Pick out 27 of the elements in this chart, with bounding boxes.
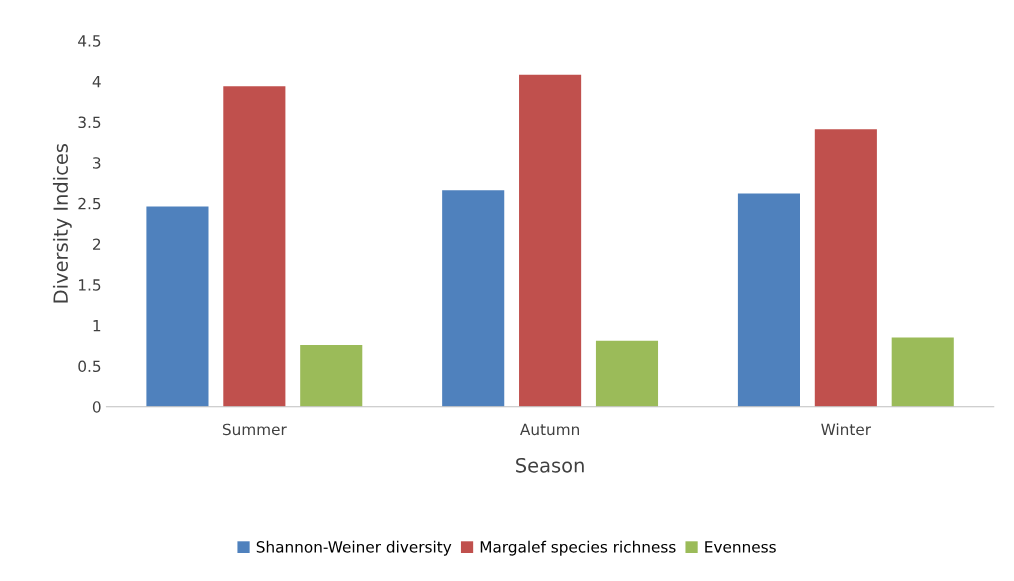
bar: [519, 74, 582, 407]
bar: [814, 129, 877, 407]
y-tick-label: 4.5: [78, 35, 101, 47]
y-tick-label: 0: [92, 401, 101, 413]
legend-label: Shannon-Weiner diversity: [256, 540, 452, 556]
bar: [891, 337, 954, 407]
legend-label: Margalef species richness: [480, 540, 676, 556]
y-tick-label: 0.5: [78, 360, 101, 373]
legend-label: Evenness: [705, 541, 776, 553]
bar: [146, 206, 209, 407]
bar: [223, 86, 286, 407]
y-tick-label: 1: [93, 320, 101, 332]
x-axis-title: Season: [516, 457, 584, 473]
y-tick-label: 3.5: [78, 116, 101, 129]
y-tick-label: 4: [92, 76, 101, 88]
y-axis-title: Diversity Indices: [52, 144, 72, 303]
bar: [595, 340, 659, 407]
x-tick-label: Summer: [222, 423, 287, 436]
y-tick-label: 1.5: [78, 279, 101, 291]
bar: [442, 190, 505, 407]
x-tick-label: Winter: [821, 423, 872, 436]
bar: [737, 193, 800, 407]
bar: [300, 344, 363, 407]
x-tick-label: Autumn: [520, 423, 579, 436]
y-tick-label: 2.5: [78, 197, 101, 210]
y-tick-label: 3: [93, 157, 101, 169]
y-tick-label: 2: [93, 238, 101, 250]
